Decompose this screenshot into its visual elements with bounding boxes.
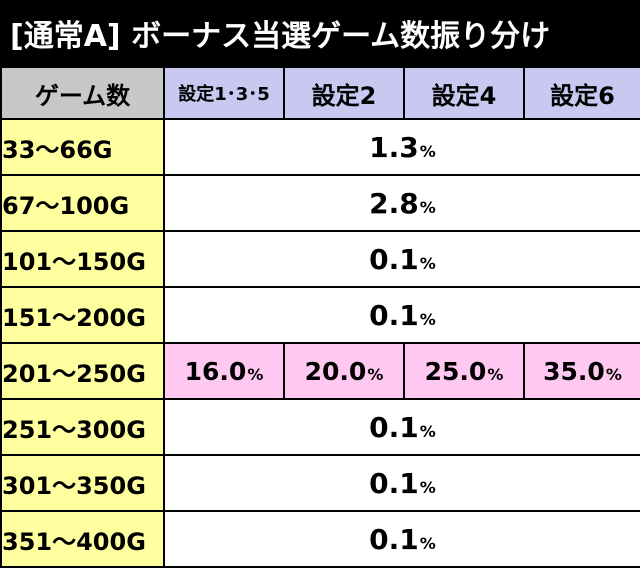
value-number: 35.0 — [543, 356, 605, 386]
percent-sign: % — [487, 364, 504, 384]
range-cell: 33～66G — [0, 118, 165, 176]
page-title: [通常A] ボーナス当選ゲーム数振り分け — [0, 0, 640, 66]
table-row: 33～66G 1.3% — [0, 118, 640, 176]
value-cell: 0.1% — [163, 510, 640, 568]
value-number: 20.0 — [304, 356, 367, 386]
value-cell: 0.1% — [163, 286, 640, 344]
percent-sign: % — [367, 364, 384, 384]
percent-sign: % — [419, 533, 436, 553]
value-number: 1.3 — [369, 130, 419, 164]
header-setting-4: 設定4 — [403, 66, 525, 120]
table-row: 67～100G 2.8% — [0, 174, 640, 232]
table-row: 151～200G 0.1% — [0, 286, 640, 344]
range-cell: 151～200G — [0, 286, 165, 344]
percent-sign: % — [419, 477, 436, 497]
table-row: 101～150G 0.1% — [0, 230, 640, 288]
value-number: 25.0 — [424, 356, 487, 386]
table-row: 301～350G 0.1% — [0, 454, 640, 512]
value-number: 0.1 — [369, 466, 419, 500]
header-setting-1-3-5: 設定1･3･5 — [163, 66, 285, 120]
value-number: 0.1 — [369, 522, 419, 556]
percent-sign: % — [247, 364, 264, 384]
header-setting-2: 設定2 — [283, 66, 405, 120]
percent-sign: % — [419, 309, 436, 329]
percent-sign: % — [419, 141, 436, 161]
table-header-row: ゲーム数 設定1･3･5 設定2 設定4 設定6 — [0, 66, 640, 120]
percent-sign: % — [605, 364, 622, 384]
bonus-distribution-table: ゲーム数 設定1･3･5 設定2 設定4 設定6 33～66G 1.3% 67～… — [0, 66, 640, 568]
value-cell: 0.1% — [163, 230, 640, 288]
range-cell: 201～250G — [0, 342, 165, 400]
value-cell: 2.8% — [163, 174, 640, 232]
value-cell: 0.1% — [163, 454, 640, 512]
value-number: 0.1 — [369, 242, 419, 276]
value-number: 16.0 — [184, 356, 247, 386]
value-number: 0.1 — [369, 298, 419, 332]
value-cell: 1.3% — [163, 118, 640, 176]
range-cell: 67～100G — [0, 174, 165, 232]
value-cell-setting-4: 25.0% — [403, 342, 525, 400]
header-setting-6: 設定6 — [523, 66, 640, 120]
value-cell-setting-2: 20.0% — [283, 342, 405, 400]
range-cell: 101～150G — [0, 230, 165, 288]
value-cell: 0.1% — [163, 398, 640, 456]
value-cell-setting-6: 35.0% — [523, 342, 640, 400]
percent-sign: % — [419, 421, 436, 441]
value-number: 0.1 — [369, 410, 419, 444]
table-row-highlight: 201～250G 16.0% 20.0% 25.0% 35.0% — [0, 342, 640, 400]
value-cell-setting-1-3-5: 16.0% — [163, 342, 285, 400]
range-cell: 351～400G — [0, 510, 165, 568]
range-cell: 251～300G — [0, 398, 165, 456]
range-cell: 301～350G — [0, 454, 165, 512]
value-number: 2.8 — [369, 186, 419, 220]
table-row: 351～400G 0.1% — [0, 510, 640, 568]
header-game-count: ゲーム数 — [0, 66, 165, 120]
percent-sign: % — [419, 253, 436, 273]
percent-sign: % — [419, 197, 436, 217]
table-row: 251～300G 0.1% — [0, 398, 640, 456]
